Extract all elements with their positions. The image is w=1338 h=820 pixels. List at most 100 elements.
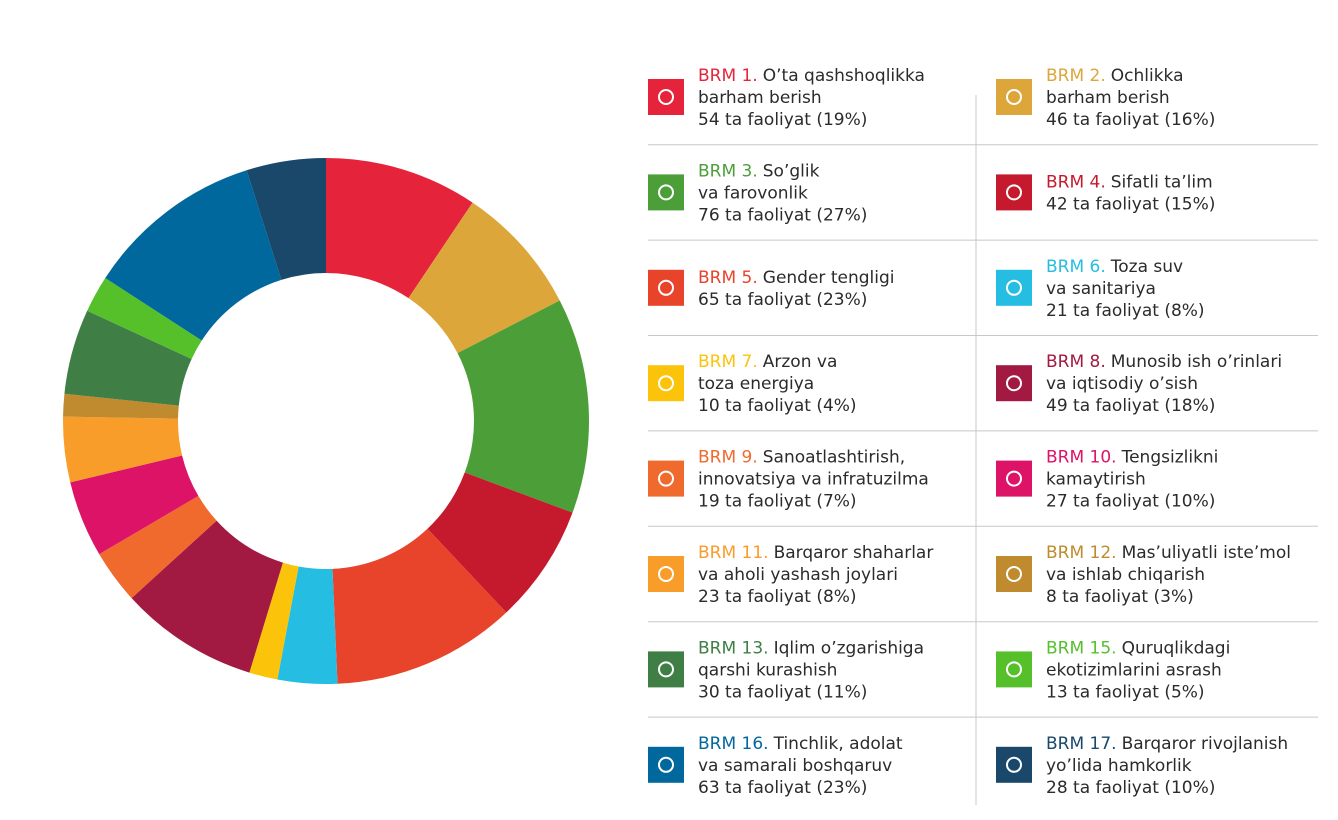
- donut-slice: [105, 170, 282, 341]
- legend-name: Arzon va: [763, 352, 838, 372]
- legend-code: BRM 5.: [698, 268, 758, 288]
- legend-code: BRM 12.: [1046, 543, 1117, 563]
- legend-code: BRM 16.: [698, 734, 769, 754]
- legend-entry: BRM 7. Arzon va toza energiya 10 ta faoliya…: [698, 352, 857, 416]
- donut-slice: [131, 520, 283, 673]
- legend-code: BRM 11.: [698, 543, 769, 563]
- donut-slice: [427, 472, 573, 613]
- legend-value: 23 ta faoliyat (8%): [698, 587, 857, 607]
- legend-icon-glyph: [1006, 470, 1022, 487]
- legend-name: Mas’uliyatli iste’mol: [1122, 543, 1291, 563]
- donut-slice: [62, 416, 183, 483]
- legend-icon: [996, 651, 1032, 688]
- legend-code: BRM 4.: [1046, 172, 1106, 192]
- legend-value: 46 ta faoliyat (16%): [1046, 110, 1215, 130]
- legend-icon: [996, 365, 1032, 402]
- donut-slice: [457, 300, 589, 513]
- legend-icon: [996, 556, 1032, 592]
- legend-entry: BRM 8. Munosib ish o’rinlari va iqtisodiy …: [1046, 352, 1282, 416]
- donut-slice: [70, 455, 199, 555]
- legend-icon: [996, 269, 1032, 306]
- legend-icon: [996, 79, 1032, 115]
- legend-name: va ishlab chiqarish: [1046, 565, 1205, 585]
- legend-value: 8 ta faoliyat (3%): [1046, 587, 1194, 607]
- legend-icon: [996, 174, 1032, 211]
- legend-entry: BRM 11. Barqaror shaharlar va aholi yashas…: [698, 543, 933, 607]
- legend-icon-glyph: [658, 470, 674, 487]
- legend-name: Toza suv: [1110, 257, 1183, 277]
- donut-slice: [64, 310, 192, 406]
- legend-name: yo’lida hamkorlik: [1046, 756, 1192, 776]
- legend-value: 42 ta faoliyat (15%): [1046, 194, 1215, 214]
- legend-code: BRM 17.: [1046, 734, 1117, 754]
- legend-icon-glyph: [658, 184, 674, 201]
- legend-value: 21 ta faoliyat (8%): [1046, 301, 1205, 321]
- donut-slice: [246, 158, 326, 280]
- legend-entry: BRM 16. Tinchlik, adolat va samarali boshq…: [698, 734, 903, 798]
- donut-slice: [99, 495, 217, 599]
- legend-name: Quruqlikdagi: [1122, 638, 1231, 658]
- legend-name: toza energiya: [698, 374, 814, 394]
- legend-value: 27 ta faoliyat (10%): [1046, 492, 1215, 512]
- legend-value: 19 ta faoliyat (7%): [698, 492, 857, 512]
- legend-icon-glyph: [658, 89, 674, 105]
- legend-code: BRM 7.: [698, 352, 758, 372]
- legend-icon-glyph: [1006, 566, 1022, 582]
- legend-icon-glyph: [1006, 279, 1022, 296]
- legend-entry: BRM 3. So’glik va farovonlik 76 ta faoliyat…: [698, 161, 867, 225]
- legend-name: kamaytirish: [1046, 470, 1146, 490]
- legend-value: 28 ta faoliyat (10%): [1046, 778, 1215, 798]
- legend-name: barham berish: [698, 88, 822, 108]
- legend-name: Iqlim o’zgarishiga: [774, 638, 924, 658]
- legend-entry: BRM 12. Mas’uliyatli iste’mol va ishlab ch…: [1046, 543, 1291, 607]
- legend-icon-glyph: [658, 566, 674, 582]
- legend-name: va aholi yashash joylari: [698, 565, 898, 585]
- legend-name: Barqaror rivojlanish: [1122, 734, 1289, 754]
- legend-icon-glyph: [1006, 661, 1022, 678]
- legend-icon: [648, 746, 684, 783]
- legend-icon: [648, 651, 684, 688]
- legend-entry: BRM 6. Toza suv va sanitariya 21 ta faoliya…: [1046, 257, 1205, 321]
- legend-code: BRM 13.: [698, 638, 769, 658]
- legend-value: 49 ta faoliyat (18%): [1046, 396, 1215, 416]
- legend-value: 13 ta faoliyat (5%): [1046, 682, 1205, 702]
- legend-name: So’glik: [763, 161, 820, 181]
- legend-code: BRM 9.: [698, 448, 758, 468]
- legend-icon: [648, 174, 684, 211]
- legend-name: ekotizimlarini asrash: [1046, 660, 1222, 680]
- legend-code: BRM 8.: [1046, 352, 1106, 372]
- legend-entry: BRM 10. Tengsizlikni kamaytirish 27 ta faol…: [1046, 448, 1218, 512]
- legend-name: va farovonlik: [698, 183, 808, 203]
- legend-icon: [648, 365, 684, 402]
- legend-entry: BRM 9. Sanoatlashtirish, innovatsiya va in…: [698, 448, 929, 512]
- legend-name: innovatsiya va infratuzilma: [698, 470, 929, 490]
- legend-name: Munosib ish o’rinlari: [1111, 352, 1282, 372]
- legend-code: BRM 1.: [698, 66, 758, 86]
- legend-entry: BRM 13. Iqlim o’zgarishiga qarshi kurashis…: [698, 638, 924, 702]
- legend-code: BRM 6.: [1046, 257, 1106, 277]
- legend-code: BRM 10.: [1046, 448, 1117, 468]
- legend-name: Gender tengligi: [763, 268, 895, 288]
- legend-icon: [996, 746, 1032, 783]
- legend-entry: BRM 4. Sifatli ta’lim 42 ta faoliyat (15%): [1046, 172, 1215, 214]
- donut-slice: [87, 278, 202, 359]
- legend-value: 30 ta faoliyat (11%): [698, 682, 867, 702]
- legend-name: qarshi kurashish: [698, 660, 837, 680]
- legend-name: Sanoatlashtirish,: [763, 448, 905, 468]
- legend-entry: BRM 5. Gender tengligi 65 ta faoliyat (23%…: [698, 268, 894, 310]
- legend-icon-glyph: [1006, 375, 1022, 392]
- donut-slice: [326, 158, 473, 299]
- donut-slice: [63, 393, 179, 419]
- legend-name: va samarali boshqaruv: [698, 756, 892, 776]
- legend-code: BRM 15.: [1046, 638, 1117, 658]
- legend-name: Tengsizlikni: [1121, 448, 1219, 468]
- legend-name: O’ta qashshoqlikka: [763, 66, 925, 86]
- legend-icon-glyph: [658, 279, 674, 296]
- legend-icon-glyph: [658, 661, 674, 678]
- legend-entry: BRM 2. Ochlikka barham berish 46 ta faoliya…: [1046, 66, 1215, 130]
- legend-value: 10 ta faoliyat (4%): [698, 396, 857, 416]
- legend-icon-glyph: [1006, 89, 1022, 105]
- legend-icon: [996, 460, 1032, 497]
- legend-icon-glyph: [658, 756, 674, 773]
